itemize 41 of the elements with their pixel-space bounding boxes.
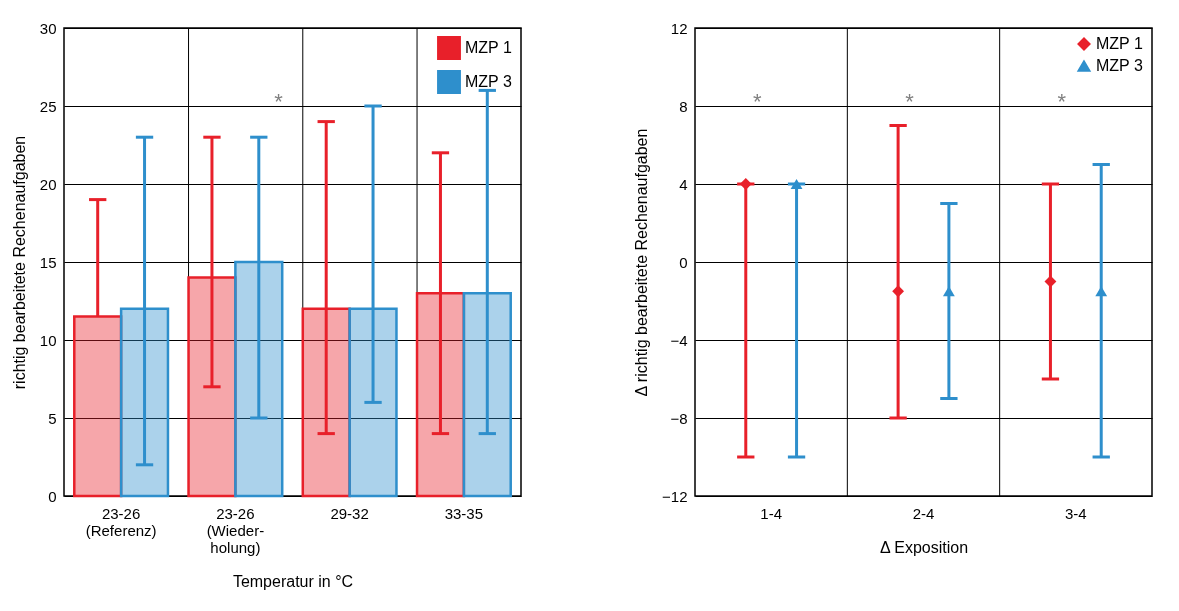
y-tick-label: 10 bbox=[39, 331, 57, 349]
annotation: * bbox=[1057, 89, 1067, 114]
y-tick-label: 4 bbox=[679, 175, 688, 193]
bar bbox=[234, 260, 284, 498]
x-tick-label: 3-4 bbox=[1064, 504, 1087, 522]
y-tick-label: 0 bbox=[679, 253, 688, 271]
annotation: * bbox=[752, 89, 762, 114]
y-tick-label: −4 bbox=[670, 331, 688, 349]
x-tick-label: 33-35 bbox=[444, 504, 484, 522]
bar bbox=[348, 307, 398, 498]
y-tick-label: −8 bbox=[670, 409, 688, 427]
y-tick-label: 8 bbox=[679, 97, 688, 115]
x-tick-label: 29-32 bbox=[330, 504, 369, 522]
bar bbox=[73, 315, 123, 498]
y-tick-label: 15 bbox=[39, 253, 57, 271]
y-axis-title: richtig bearbeitete Rechenaufgaben bbox=[10, 135, 28, 390]
bar bbox=[301, 307, 351, 498]
legend-label: MZP 3 bbox=[465, 73, 512, 90]
legend-label: MZP 1 bbox=[1096, 35, 1143, 52]
x-axis-title: Δ Exposition bbox=[879, 538, 969, 556]
y-tick-label: 0 bbox=[48, 487, 57, 505]
y-tick-label: 12 bbox=[670, 19, 688, 37]
x-tick-label: 23-26 (Wieder- holung) bbox=[206, 504, 265, 556]
bar bbox=[119, 307, 170, 498]
bar bbox=[415, 291, 466, 498]
bar bbox=[187, 276, 237, 498]
annotation: * bbox=[274, 89, 284, 114]
x-tick-label: 23-26 (Referenz) bbox=[85, 504, 157, 539]
annotation: * bbox=[905, 89, 915, 114]
x-axis-title: Temperatur in °C bbox=[232, 572, 354, 590]
y-axis-title: Δ richtig bearbeitete Rechenaufgaben bbox=[633, 128, 651, 397]
y-tick-label: 20 bbox=[39, 175, 57, 193]
x-tick-label: 1-4 bbox=[760, 504, 783, 522]
legend-label: MZP 3 bbox=[1096, 57, 1143, 74]
y-tick-label: 5 bbox=[48, 409, 57, 427]
bar bbox=[462, 291, 512, 498]
y-tick-label: −12 bbox=[662, 487, 688, 505]
legend-label: MZP 1 bbox=[465, 39, 512, 56]
y-tick-label: 30 bbox=[39, 19, 57, 37]
y-tick-label: 25 bbox=[39, 97, 57, 115]
x-tick-label: 2-4 bbox=[912, 504, 935, 522]
